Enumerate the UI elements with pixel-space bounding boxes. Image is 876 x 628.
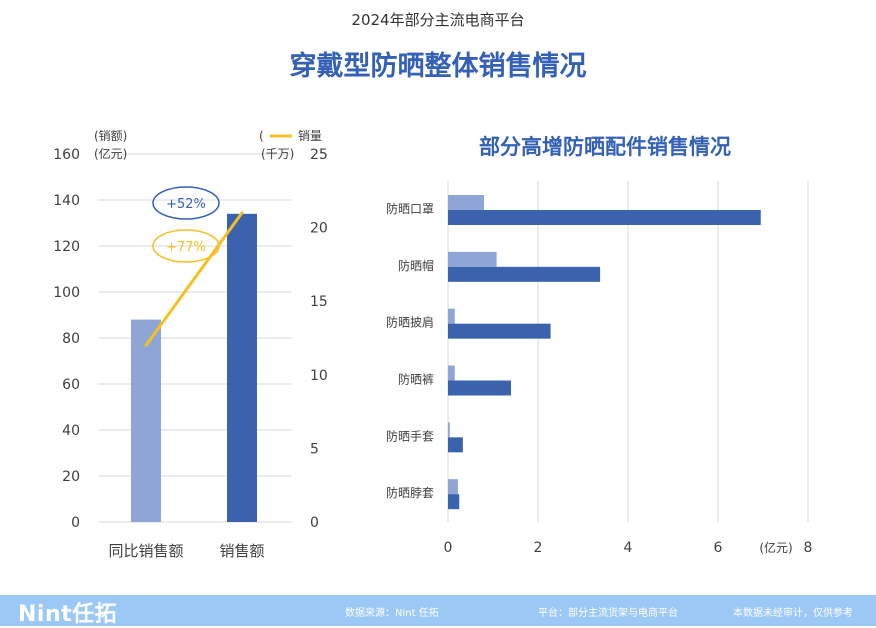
bar-prior bbox=[448, 422, 450, 438]
footer-note: 本数据未经审计，仅供参考 bbox=[733, 608, 853, 619]
left-axis-tick: 160 bbox=[53, 147, 80, 163]
x-axis-tick: 0 bbox=[444, 540, 453, 556]
annotation-sales-growth: +52% bbox=[166, 197, 206, 212]
nint-logo: Nint任拓 bbox=[18, 602, 118, 627]
x-axis-tick: 6 bbox=[714, 540, 723, 556]
right-axis-tick: 20 bbox=[310, 221, 328, 237]
left-axis-unit: (亿元) bbox=[94, 146, 127, 161]
x-axis-tick: 8 bbox=[804, 540, 813, 556]
bar-prior bbox=[448, 308, 455, 324]
bar-current bbox=[448, 266, 601, 282]
annotation-ellipse bbox=[152, 186, 220, 220]
right-chart-title: 部分高增防晒配件销售情况 bbox=[479, 135, 731, 159]
bar-current bbox=[448, 494, 460, 510]
left-axis-tick: 80 bbox=[62, 331, 80, 347]
bar-prior bbox=[448, 365, 455, 381]
sales-volume-line bbox=[144, 211, 244, 347]
x-axis-tick: 2 bbox=[534, 540, 543, 556]
right-axis-unit: (千万) bbox=[261, 147, 294, 161]
bar-current bbox=[448, 210, 761, 225]
left-axis-tick: 60 bbox=[62, 377, 80, 393]
left-axis-tick: 100 bbox=[53, 285, 80, 301]
x-axis-tick: 4 bbox=[624, 540, 633, 556]
right-axis-tick: 5 bbox=[310, 441, 319, 457]
category-label: 防晒帽 bbox=[398, 258, 434, 273]
bar-current bbox=[448, 323, 551, 339]
left-axis-tick: 40 bbox=[62, 423, 80, 439]
category-label: 防晒手套 bbox=[386, 428, 434, 443]
annotation-volume-growth: +77% bbox=[166, 240, 206, 255]
bar-prior bbox=[448, 479, 458, 495]
category-label: 防晒披肩 bbox=[386, 315, 434, 330]
right-axis-tick: 15 bbox=[310, 294, 328, 310]
legend-sales-volume: 销量 bbox=[298, 129, 322, 143]
bar-sales bbox=[227, 213, 257, 523]
x-axis-unit: (亿元) bbox=[759, 540, 792, 555]
footer-platform: 平台：部分主流货架与电商平台 bbox=[538, 608, 678, 619]
left-axis-label: (销额) bbox=[94, 129, 127, 143]
bar-current bbox=[448, 380, 511, 396]
category-label: 防晒脖套 bbox=[386, 485, 434, 500]
left-axis-tick: 0 bbox=[71, 515, 80, 531]
bar-yoy-sales bbox=[131, 319, 161, 522]
category-label: 防晒裤 bbox=[398, 372, 434, 387]
annotation-ellipse bbox=[152, 229, 220, 263]
footer-bar: Nint任拓 数据来源：Nint 任拓 平台：部分主流货架与电商平台 本数据未经… bbox=[0, 595, 876, 627]
bar-prior bbox=[448, 195, 484, 210]
x-category-label: 同比销售额 bbox=[108, 542, 183, 560]
left-axis-tick: 140 bbox=[53, 193, 80, 209]
page-subtitle: 2024年部分主流电商平台 bbox=[351, 11, 525, 29]
right-axis-paren: ( bbox=[259, 129, 264, 143]
footer-source: 数据来源：Nint 任拓 bbox=[345, 608, 439, 619]
page-title: 穿戴型防晒整体销售情况 bbox=[289, 51, 587, 82]
left-axis-tick: 20 bbox=[62, 469, 80, 485]
left-axis-tick: 120 bbox=[53, 239, 80, 255]
category-label: 防晒口罩 bbox=[386, 201, 434, 216]
bar-current bbox=[448, 437, 463, 453]
right-axis-tick: 25 bbox=[310, 147, 328, 163]
x-category-label: 销售额 bbox=[219, 542, 264, 560]
right-axis-tick: 0 bbox=[310, 515, 319, 531]
right-axis-tick: 10 bbox=[310, 368, 328, 384]
bar-prior bbox=[448, 251, 497, 267]
